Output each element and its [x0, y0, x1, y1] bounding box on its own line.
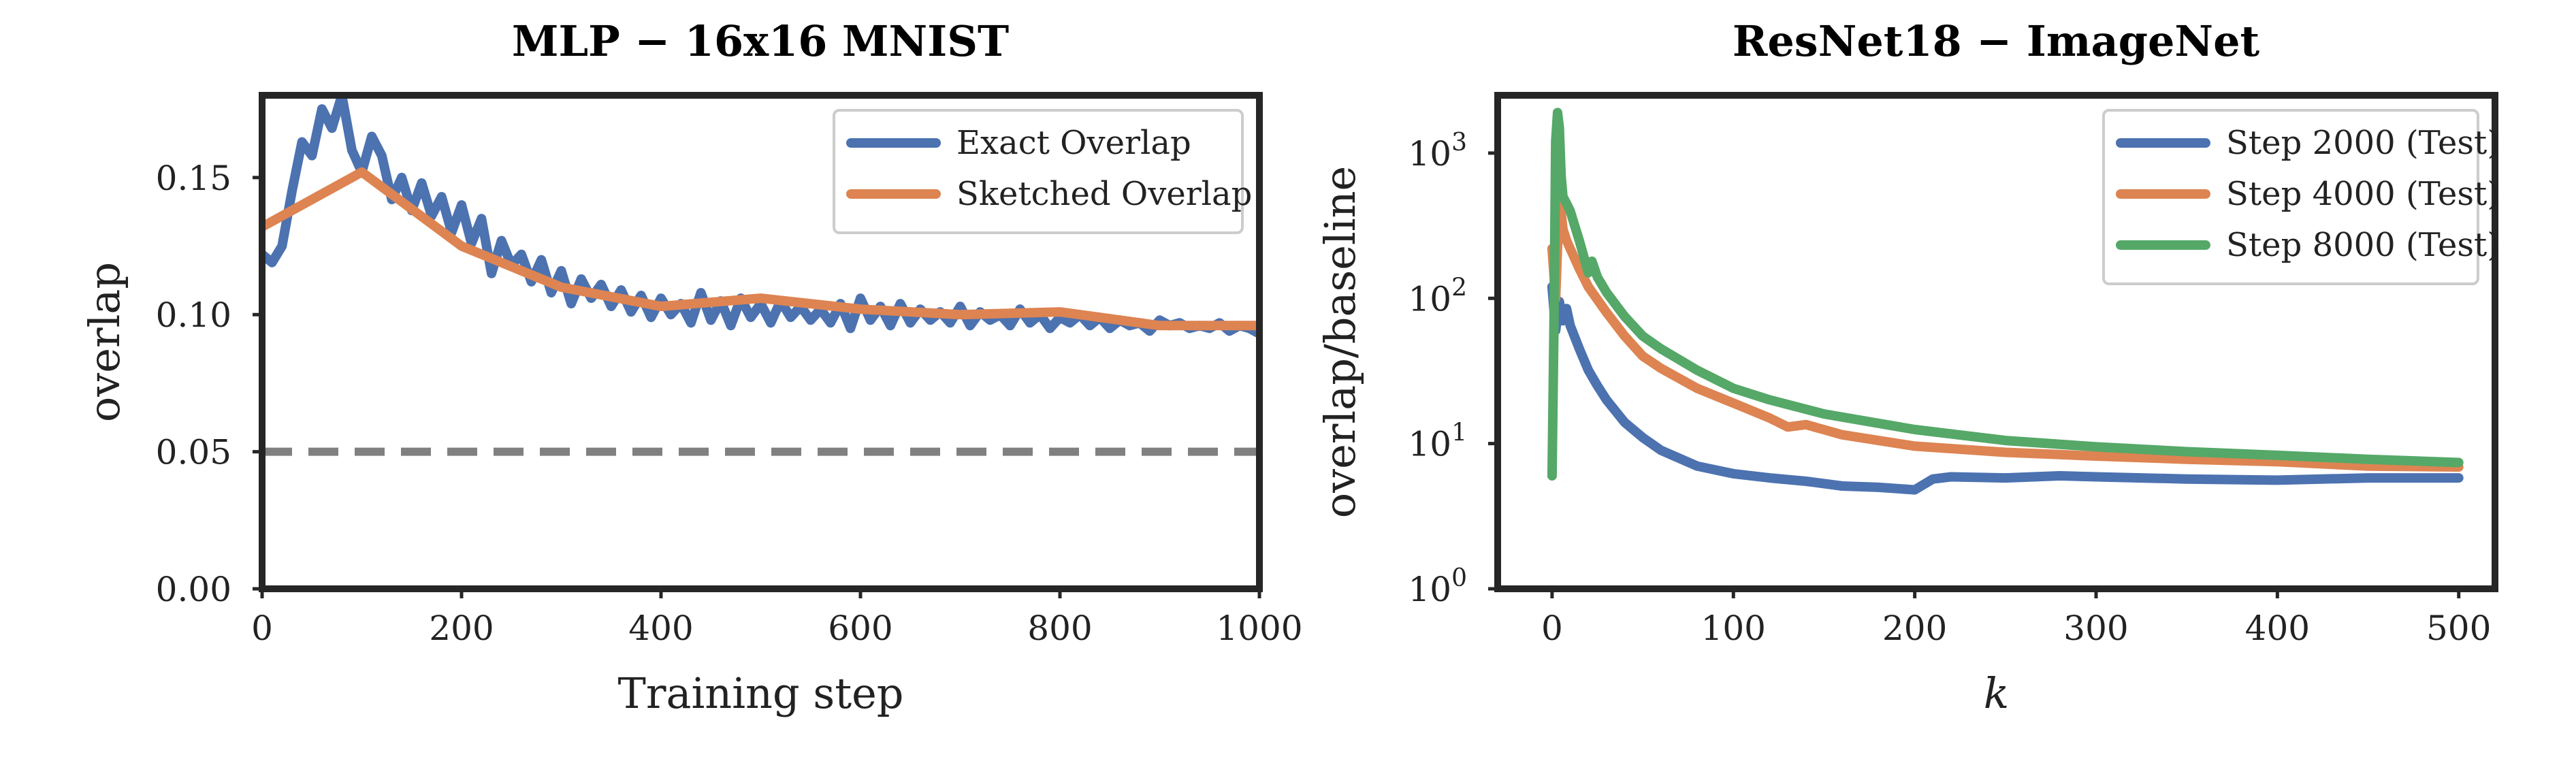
- y-axis-label: overlap: [80, 262, 129, 422]
- y-tick-label: 0.10: [156, 295, 231, 335]
- x-axis-label: Training step: [618, 668, 904, 718]
- series-line-2: [262, 167, 1259, 331]
- plot-frame: [259, 92, 1263, 592]
- y-tick-label: 0.05: [156, 433, 231, 472]
- legend-label-1: Step 2000 (Test): [2226, 124, 2500, 162]
- x-axis-label: k: [1984, 668, 2010, 718]
- legend-label-3: Step 8000 (Test): [2226, 226, 2500, 264]
- x-tick-label: 300: [2063, 609, 2128, 648]
- y-axis-label: overlap/baseline: [1315, 166, 1365, 519]
- legend-label-2: Step 4000 (Test): [2226, 175, 2500, 213]
- x-tick-label: 100: [1701, 609, 1766, 648]
- y-tick-base: 10: [1408, 570, 1451, 609]
- y-tick-exponent: 0: [1451, 564, 1467, 592]
- x-tick-label: 800: [1027, 609, 1092, 648]
- series-line-2: [1547, 192, 2464, 472]
- plot-frame: [1494, 92, 2498, 592]
- y-tick-label: 103: [1408, 129, 1467, 174]
- y-tick-base: 10: [1408, 425, 1451, 464]
- y-tick-label: 102: [1408, 274, 1467, 319]
- y-tick-label: 0.00: [156, 570, 231, 609]
- x-tick-label: 200: [1882, 609, 1947, 648]
- y-tick-label: 0.15: [156, 159, 231, 198]
- y-tick-exponent: 3: [1451, 129, 1467, 157]
- y-tick-label: 100: [1408, 564, 1467, 609]
- x-tick-label: 400: [2245, 609, 2310, 648]
- y-tick-exponent: 1: [1451, 419, 1467, 447]
- x-tick-label: 200: [429, 609, 494, 648]
- x-tick-label: 1000: [1216, 609, 1302, 648]
- x-tick-label: 400: [628, 609, 693, 648]
- chart-title: ResNet18 − ImageNet: [1733, 16, 2260, 66]
- x-tick-label: 0: [251, 609, 273, 648]
- series-line-1: [1547, 282, 2464, 495]
- x-tick-label: 500: [2426, 609, 2491, 648]
- y-tick-exponent: 2: [1451, 274, 1467, 302]
- chart-title: MLP − 16x16 MNIST: [512, 16, 1009, 66]
- series-line-1: [262, 95, 1259, 339]
- legend-label-2: Sketched Overlap: [956, 175, 1252, 213]
- legend-label-1: Exact Overlap: [956, 124, 1191, 162]
- y-tick-base: 10: [1408, 134, 1451, 174]
- y-tick-label: 101: [1408, 419, 1467, 464]
- series-line-3: [1547, 108, 2464, 481]
- y-tick-base: 10: [1408, 279, 1451, 319]
- x-tick-label: 0: [1541, 609, 1563, 648]
- x-tick-label: 600: [828, 609, 892, 648]
